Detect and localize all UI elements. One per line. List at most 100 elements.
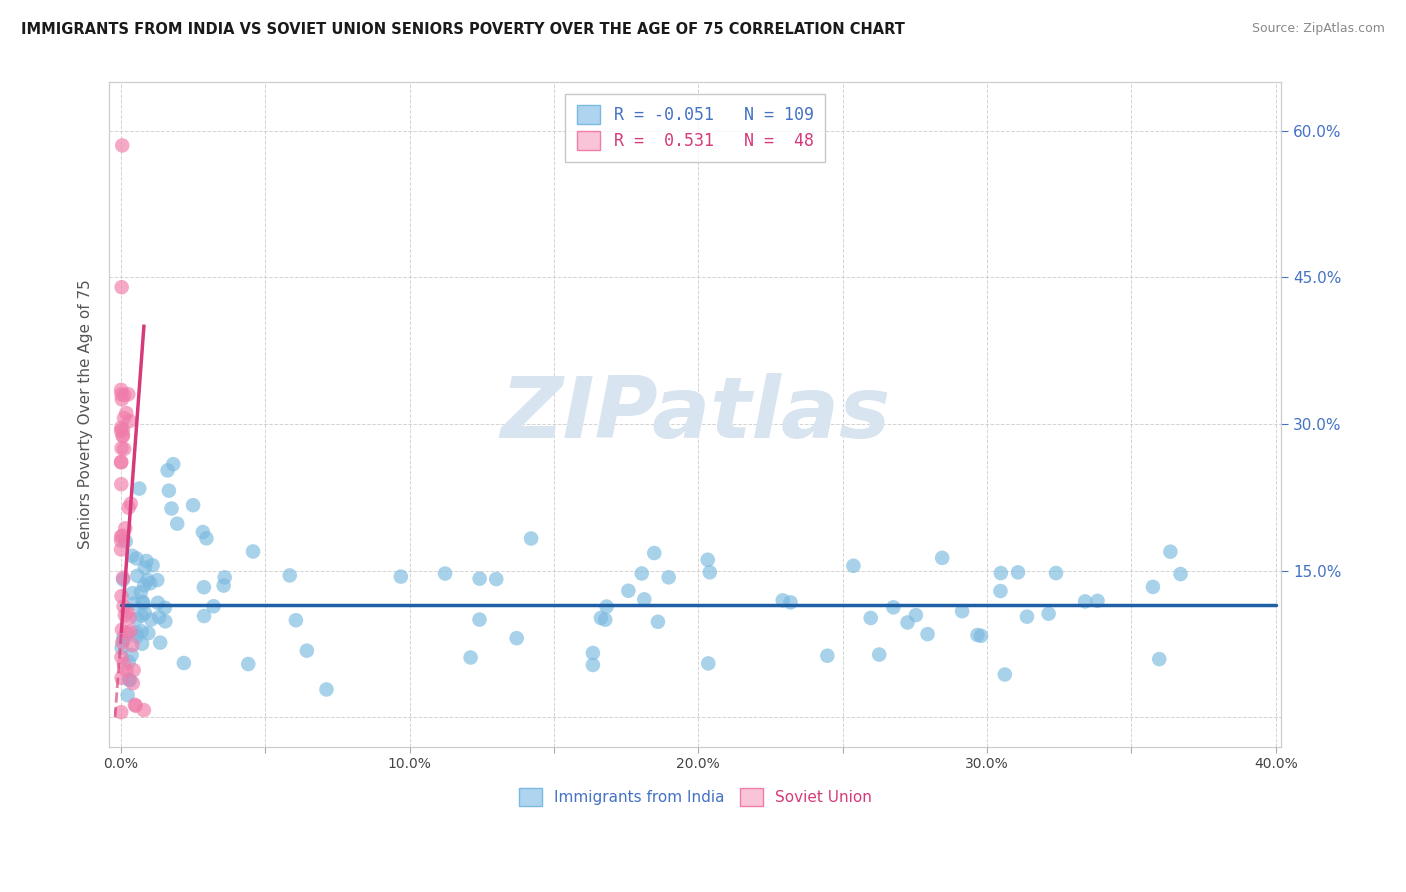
Point [1015, 609, 1038, 624]
Point [127, 569, 149, 583]
Point [166, 516, 188, 531]
Point [115, 664, 138, 678]
Point [1159, 544, 1181, 558]
Point [643, 546, 665, 560]
Point [112, 633, 135, 648]
Point [212, 578, 235, 592]
Text: IMMIGRANTS FROM INDIA VS SOVIET UNION SENIORS POVERTY OVER THE AGE OF 75 CORRELA: IMMIGRANTS FROM INDIA VS SOVIET UNION SE… [21, 22, 905, 37]
Point [815, 648, 838, 663]
Point [772, 593, 794, 607]
Point [134, 606, 156, 620]
Point [125, 698, 148, 713]
Point [191, 524, 214, 539]
Point [917, 627, 939, 641]
Point [125, 625, 148, 640]
Point [970, 629, 993, 643]
Point [121, 648, 143, 662]
Point [122, 663, 145, 677]
Point [110, 589, 132, 603]
Point [111, 529, 134, 543]
Point [950, 604, 973, 618]
Point [131, 637, 153, 651]
Point [1170, 567, 1192, 582]
Point [842, 558, 865, 573]
Point [129, 585, 152, 599]
Point [110, 533, 132, 548]
Point [111, 640, 134, 655]
Point [110, 455, 132, 469]
Point [114, 521, 136, 535]
Point [157, 483, 180, 498]
Point [115, 406, 138, 420]
Point [181, 498, 204, 512]
Point [111, 423, 134, 437]
Point [132, 596, 155, 610]
Point [193, 580, 215, 594]
Point [859, 611, 882, 625]
Point [505, 631, 527, 645]
Point [111, 280, 134, 294]
Point [868, 648, 890, 662]
Point [118, 414, 141, 428]
Point [117, 387, 139, 401]
Point [1038, 607, 1060, 621]
Point [141, 613, 163, 627]
Point [121, 586, 143, 600]
Point [990, 584, 1012, 599]
Point [278, 568, 301, 582]
Point [994, 667, 1017, 681]
Point [139, 576, 162, 591]
Point [111, 428, 134, 442]
Point [779, 595, 801, 609]
Point [110, 671, 132, 685]
Point [112, 571, 135, 585]
Point [1142, 580, 1164, 594]
Point [111, 429, 134, 443]
Point [966, 628, 988, 642]
Point [110, 455, 132, 469]
Point [904, 608, 927, 623]
Point [118, 655, 141, 669]
Point [134, 578, 156, 592]
Point [931, 550, 953, 565]
Point [110, 387, 132, 401]
Point [110, 424, 132, 438]
Point [295, 643, 318, 657]
Point [990, 566, 1012, 580]
Point [882, 600, 904, 615]
Point [112, 599, 135, 614]
Point [111, 635, 134, 649]
Point [699, 566, 721, 580]
Point [125, 629, 148, 643]
Point [153, 600, 176, 615]
Point [125, 612, 148, 626]
Point [193, 609, 215, 624]
Point [117, 500, 139, 515]
Point [110, 383, 132, 397]
Point [1074, 594, 1097, 608]
Point [595, 599, 617, 614]
Point [121, 676, 143, 690]
Point [148, 610, 170, 624]
Point [155, 615, 177, 629]
Point [111, 623, 134, 637]
Point [1149, 652, 1171, 666]
Point [114, 534, 136, 549]
Point [633, 592, 655, 607]
Point [697, 657, 720, 671]
Point [118, 610, 141, 624]
Point [120, 497, 142, 511]
Point [647, 615, 669, 629]
Point [156, 463, 179, 477]
Point [117, 688, 139, 702]
Point [110, 441, 132, 455]
Point [132, 703, 155, 717]
Point [468, 572, 491, 586]
Point [242, 544, 264, 558]
Point [589, 611, 612, 625]
Point [896, 615, 918, 630]
Point [315, 682, 337, 697]
Point [582, 657, 605, 672]
Point [434, 566, 457, 581]
Legend: Immigrants from India, Soviet Union: Immigrants from India, Soviet Union [513, 782, 877, 812]
